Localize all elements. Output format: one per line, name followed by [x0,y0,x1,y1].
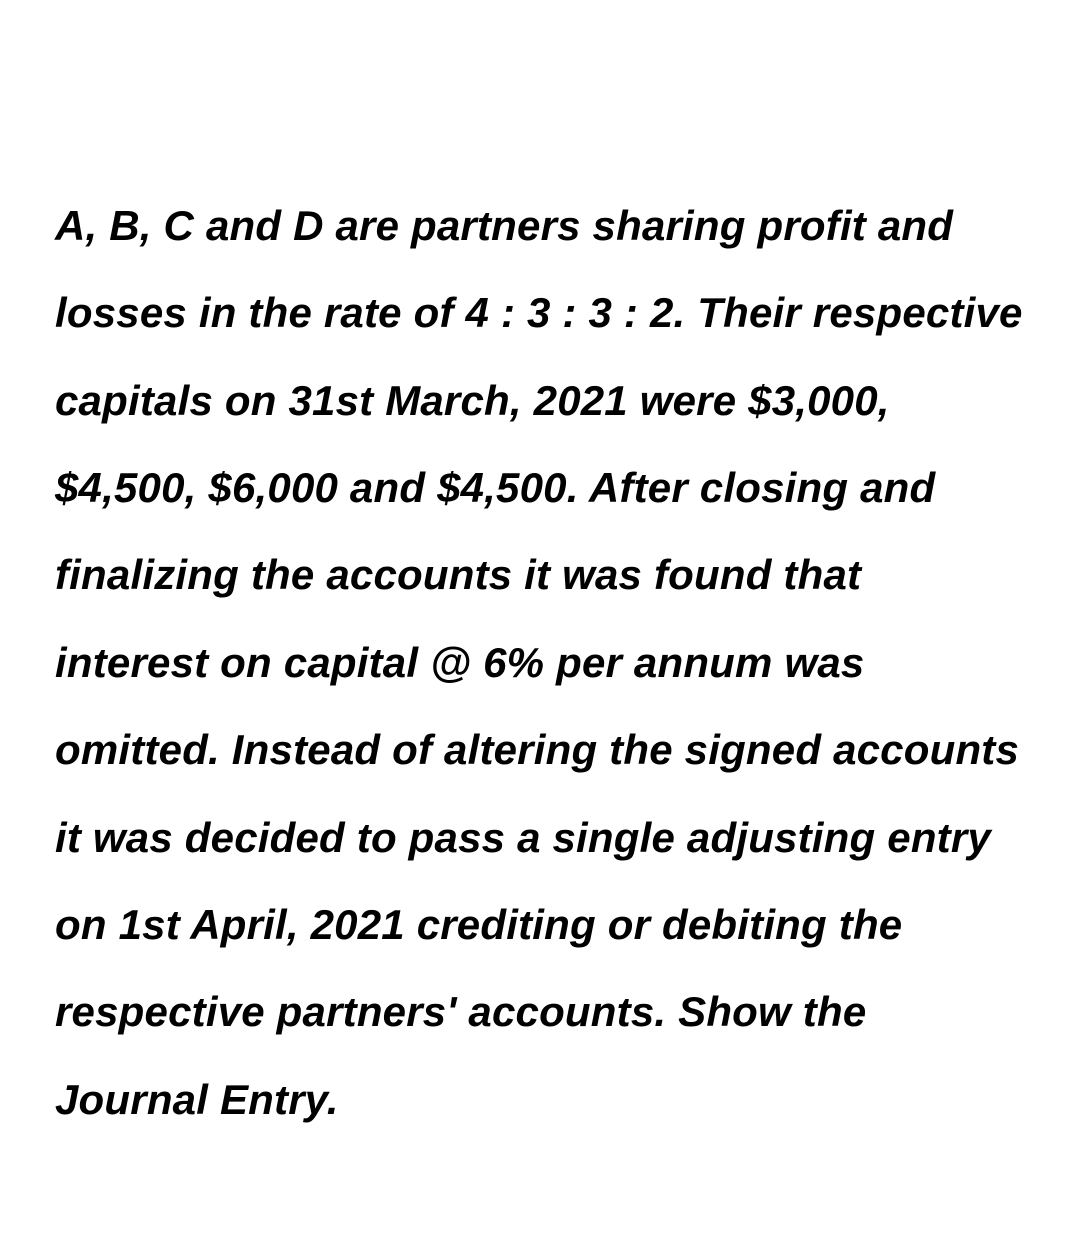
question-paragraph: A, B, C and D are partners sharing profi… [55,182,1025,1143]
document-page: A, B, C and D are partners sharing profi… [0,0,1080,1252]
